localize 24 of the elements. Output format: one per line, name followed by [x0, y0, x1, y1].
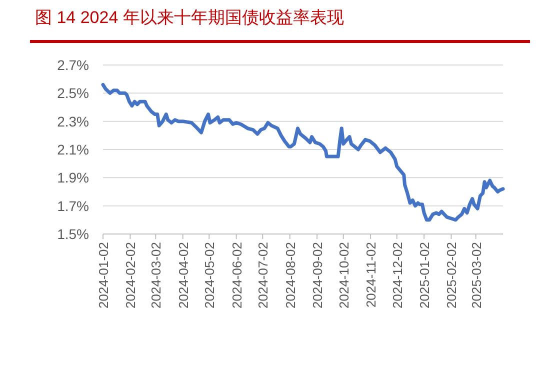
x-tick-label: 2025-01-02 [417, 242, 432, 308]
y-tick-label: 2.1% [57, 142, 89, 158]
x-tick-label: 2024-11-02 [364, 242, 379, 308]
x-tick-label: 2025-03-02 [468, 242, 484, 308]
chart-title: 图 14 2024 年以来十年期国债收益率表现 [35, 8, 344, 27]
y-tick-label: 1.9% [57, 170, 89, 186]
x-tick-label: 2024-08-02 [282, 242, 298, 308]
x-tick-label: 2024-06-02 [229, 242, 244, 308]
y-tick-label: 2.7% [57, 57, 89, 73]
x-tick-label: 2025-02-02 [444, 242, 460, 308]
x-tick-label: 2024-02-02 [123, 242, 138, 308]
y-tick-label: 2.5% [57, 85, 89, 102]
x-tick-label: 2024-07-02 [256, 242, 271, 308]
y-tick-label: 1.5% [57, 226, 89, 242]
x-tick-label: 2024-12-02 [390, 242, 405, 308]
y-tick-label: 2.3% [57, 113, 89, 130]
x-tick-label: 2024-03-02 [148, 242, 164, 308]
line-series [101, 82, 505, 222]
x-tick-label: 2024-10-02 [336, 242, 352, 308]
y-tick-label: 1.7% [57, 198, 89, 214]
x-tick-label: 2024-05-02 [202, 242, 218, 308]
x-tick-label: 2024-04-02 [176, 242, 191, 308]
x-tick-label: 2024-09-02 [310, 242, 326, 308]
x-tick-label: 2024-01-02 [96, 242, 111, 308]
